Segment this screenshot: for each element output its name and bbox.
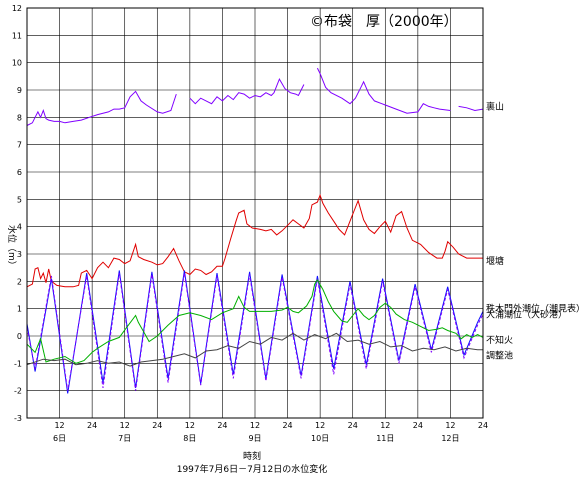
day-label: 8日: [183, 434, 196, 443]
series-label: 調整池: [486, 350, 513, 362]
series-label: 大浦潮位（大砂港）: [486, 309, 567, 321]
series-line: [316, 67, 451, 114]
x-tick-label: 12: [445, 421, 455, 430]
series-line: [26, 332, 483, 367]
y-tick-label: 7: [17, 141, 22, 150]
x-tick-label: 12: [315, 421, 325, 430]
x-tick-label: 24: [348, 421, 358, 430]
series-line: [26, 193, 483, 288]
y-tick-label: 1: [17, 305, 22, 314]
series-line: [26, 279, 484, 364]
x-tick-label: 12: [120, 421, 130, 430]
series-label: 堰塘: [486, 255, 504, 267]
y-axis-title: 水位（m）: [6, 225, 18, 270]
x-tick-label: 24: [152, 421, 162, 430]
series-line: [189, 77, 305, 105]
x-axis-title: 時刻: [243, 450, 261, 462]
y-tick-label: -2: [14, 387, 22, 396]
y-tick-label: 10: [12, 59, 22, 68]
x-tick-label: 24: [217, 421, 227, 430]
y-tick-label: 11: [12, 31, 22, 40]
day-label: 12日: [441, 434, 459, 443]
series-label: 不知火: [486, 334, 513, 346]
y-tick-label: 12: [12, 4, 22, 13]
series-line: [26, 273, 484, 391]
day-label: 9日: [248, 434, 261, 443]
y-tick-label: 3: [17, 250, 22, 259]
y-tick-label: -3: [14, 414, 22, 423]
grid-lines: [27, 7, 484, 419]
y-tick-label: 8: [17, 113, 22, 122]
y-tick-label: -1: [14, 359, 22, 368]
y-tick-label: 0: [17, 332, 22, 341]
copyright-text: ©布袋 厚（2000年）: [310, 14, 458, 30]
x-tick-label: 12: [250, 421, 260, 430]
day-label: 7日: [118, 434, 131, 443]
y-tick-label: 2: [17, 277, 22, 286]
series-line: [26, 90, 177, 126]
x-axis-ticks: 12 24 12 24 12 24 12 24 12 24 12 24 12 24 6日 7日 8日 9日 10日 1…: [53, 421, 488, 443]
y-tick-label: 4: [17, 223, 22, 232]
series-label: 秩木門外潮位（潮見表）: [486, 303, 581, 315]
plot-frame: [26, 7, 484, 419]
day-label: 6日: [53, 434, 66, 443]
x-tick-label: 24: [478, 421, 488, 430]
chart-title: 1997年7月6日－7月12日の水位変化: [177, 463, 328, 475]
y-tick-label: 5: [17, 195, 22, 204]
x-tick-label: 24: [413, 421, 423, 430]
x-tick-label: 12: [54, 421, 64, 430]
x-tick-label: 24: [87, 421, 97, 430]
x-tick-label: 12: [185, 421, 195, 430]
series-lines: [26, 67, 484, 394]
series-line: [458, 105, 484, 112]
series-label: 裏山: [486, 100, 504, 112]
y-tick-label: 6: [17, 168, 22, 177]
x-tick-label: 24: [282, 421, 292, 430]
x-tick-label: 12: [380, 421, 390, 430]
day-label: 11日: [376, 434, 394, 443]
y-tick-label: 9: [17, 86, 22, 95]
day-label: 10日: [311, 434, 329, 443]
